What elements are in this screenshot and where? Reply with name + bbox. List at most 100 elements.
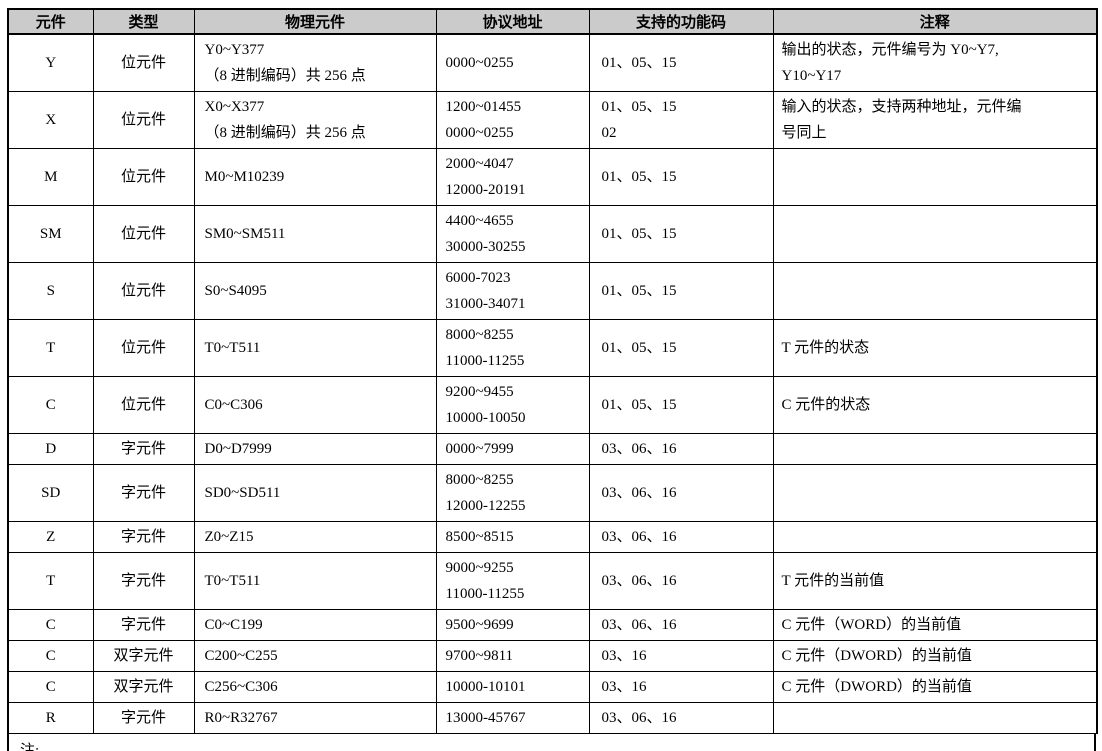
cell-physical: D0~D7999 bbox=[193, 433, 437, 465]
cell-component: C bbox=[7, 376, 94, 434]
cell-note bbox=[772, 262, 1098, 320]
cell-physical: SD0~SD511 bbox=[193, 464, 437, 522]
table-row: C 双字元件 C256~C306 10000-10101 03、16 C 元件（DWORD… bbox=[7, 671, 1098, 703]
cell-function-codes: 03、16 bbox=[588, 671, 774, 703]
cell-function-codes: 01、05、15 bbox=[588, 33, 774, 92]
cell-physical: T0~T511 bbox=[193, 552, 437, 610]
cell-note: C 元件（DWORD）的当前值 bbox=[772, 671, 1098, 703]
cell-note bbox=[772, 464, 1098, 522]
cell-type: 双字元件 bbox=[92, 640, 195, 672]
cell-physical: SM0~SM511 bbox=[193, 205, 437, 263]
cell-component: X bbox=[7, 91, 94, 149]
header-address: 协议地址 bbox=[435, 8, 590, 35]
cell-function-codes: 01、05、15 bbox=[588, 319, 774, 377]
cell-component: C bbox=[7, 671, 94, 703]
cell-address: 9000~9255 11000-11255 bbox=[435, 552, 590, 610]
cell-note bbox=[772, 205, 1098, 263]
cell-address: 6000-7023 31000-34071 bbox=[435, 262, 590, 320]
cell-function-codes: 01、05、15 bbox=[588, 376, 774, 434]
header-note: 注释 bbox=[772, 8, 1098, 35]
cell-physical: X0~X377 （8 进制编码）共 256 点 bbox=[193, 91, 437, 149]
cell-note: C 元件（WORD）的当前值 bbox=[772, 609, 1098, 641]
cell-type: 位元件 bbox=[92, 319, 195, 377]
cell-physical: C256~C306 bbox=[193, 671, 437, 703]
cell-function-codes: 01、05、15 bbox=[588, 148, 774, 206]
cell-address: 9500~9699 bbox=[435, 609, 590, 641]
cell-address: 13000-45767 bbox=[435, 702, 590, 734]
cell-note: C 元件的状态 bbox=[772, 376, 1098, 434]
cell-component: SM bbox=[7, 205, 94, 263]
header-type: 类型 bbox=[92, 8, 195, 35]
cell-function-codes: 03、16 bbox=[588, 640, 774, 672]
cell-physical: C0~C199 bbox=[193, 609, 437, 641]
cell-type: 位元件 bbox=[92, 205, 195, 263]
cell-component: Y bbox=[7, 33, 94, 92]
cell-address: 9200~9455 10000-10050 bbox=[435, 376, 590, 434]
cell-function-codes: 01、05、15 02 bbox=[588, 91, 774, 149]
cell-note: C 元件（DWORD）的当前值 bbox=[772, 640, 1098, 672]
table-row: Y 位元件 Y0~Y377 （8 进制编码）共 256 点 0000~0255 01、0… bbox=[7, 33, 1098, 92]
cell-component: SD bbox=[7, 464, 94, 522]
cell-component: T bbox=[7, 319, 94, 377]
cell-type: 字元件 bbox=[92, 702, 195, 734]
cell-function-codes: 03、06、16 bbox=[588, 702, 774, 734]
cell-address: 8000~8255 11000-11255 bbox=[435, 319, 590, 377]
cell-address: 2000~4047 12000-20191 bbox=[435, 148, 590, 206]
cell-type: 位元件 bbox=[92, 262, 195, 320]
cell-component: T bbox=[7, 552, 94, 610]
cell-physical: S0~S4095 bbox=[193, 262, 437, 320]
cell-component: Z bbox=[7, 521, 94, 553]
cell-function-codes: 01、05、15 bbox=[588, 205, 774, 263]
cell-function-codes: 01、05、15 bbox=[588, 262, 774, 320]
cell-physical: M0~M10239 bbox=[193, 148, 437, 206]
header-component: 元件 bbox=[7, 8, 94, 35]
cell-address: 0000~0255 bbox=[435, 33, 590, 92]
cell-address: 4400~4655 30000-30255 bbox=[435, 205, 590, 263]
cell-note: 输入的状态，支持两种地址，元件编 号同上 bbox=[772, 91, 1098, 149]
table-row: T 字元件 T0~T511 9000~9255 11000-11255 03、06、16… bbox=[7, 552, 1098, 610]
cell-physical: T0~T511 bbox=[193, 319, 437, 377]
cell-address: 8500~8515 bbox=[435, 521, 590, 553]
cell-component: C bbox=[7, 609, 94, 641]
cell-component: M bbox=[7, 148, 94, 206]
cell-function-codes: 03、06、16 bbox=[588, 433, 774, 465]
cell-function-codes: 03、06、16 bbox=[588, 609, 774, 641]
header-function-codes: 支持的功能码 bbox=[588, 8, 774, 35]
table-continuation-strip: 注: bbox=[7, 733, 1096, 751]
cell-note bbox=[772, 702, 1098, 734]
cell-address: 1200~01455 0000~0255 bbox=[435, 91, 590, 149]
cell-component: C bbox=[7, 640, 94, 672]
cell-type: 双字元件 bbox=[92, 671, 195, 703]
cell-function-codes: 03、06、16 bbox=[588, 552, 774, 610]
cell-physical: R0~R32767 bbox=[193, 702, 437, 734]
cell-physical: Y0~Y377 （8 进制编码）共 256 点 bbox=[193, 33, 437, 92]
cell-physical: C200~C255 bbox=[193, 640, 437, 672]
cell-address: 8000~8255 12000-12255 bbox=[435, 464, 590, 522]
table-row: S 位元件 S0~S4095 6000-7023 31000-34071 01、05、1… bbox=[7, 262, 1098, 320]
cell-type: 位元件 bbox=[92, 33, 195, 92]
header-physical: 物理元件 bbox=[193, 8, 437, 35]
cell-function-codes: 03、06、16 bbox=[588, 521, 774, 553]
table-row: SD 字元件 SD0~SD511 8000~8255 12000-12255 03、06… bbox=[7, 464, 1098, 522]
device-address-table: 元件 类型 物理元件 协议地址 支持的功能码 注释 Y 位元件 Y0~Y377 （8… bbox=[7, 8, 1098, 734]
table-row: Z 字元件 Z0~Z15 8500~8515 03、06、16 bbox=[7, 521, 1098, 553]
cell-address: 0000~7999 bbox=[435, 433, 590, 465]
table-row: T 位元件 T0~T511 8000~8255 11000-11255 01、05、15… bbox=[7, 319, 1098, 377]
cell-note bbox=[772, 433, 1098, 465]
cell-physical: Z0~Z15 bbox=[193, 521, 437, 553]
cell-function-codes: 03、06、16 bbox=[588, 464, 774, 522]
table-row: M 位元件 M0~M10239 2000~4047 12000-20191 01、05、… bbox=[7, 148, 1098, 206]
cell-address: 9700~9811 bbox=[435, 640, 590, 672]
cell-type: 位元件 bbox=[92, 91, 195, 149]
cell-type: 字元件 bbox=[92, 521, 195, 553]
table-row: C 双字元件 C200~C255 9700~9811 03、16 C 元件（DWORD）的… bbox=[7, 640, 1098, 672]
cell-physical: C0~C306 bbox=[193, 376, 437, 434]
cell-note bbox=[772, 521, 1098, 553]
table-row: X 位元件 X0~X377 （8 进制编码）共 256 点 1200~01455 00… bbox=[7, 91, 1098, 149]
table-body: Y 位元件 Y0~Y377 （8 进制编码）共 256 点 0000~0255 01、0… bbox=[7, 33, 1098, 734]
footnote-label: 注: bbox=[20, 743, 40, 751]
table-row: D 字元件 D0~D7999 0000~7999 03、06、16 bbox=[7, 433, 1098, 465]
table-row: SM 位元件 SM0~SM511 4400~4655 30000-30255 01、05… bbox=[7, 205, 1098, 263]
cell-component: S bbox=[7, 262, 94, 320]
